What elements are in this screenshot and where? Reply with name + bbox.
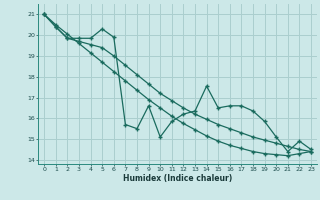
X-axis label: Humidex (Indice chaleur): Humidex (Indice chaleur)	[123, 174, 232, 183]
